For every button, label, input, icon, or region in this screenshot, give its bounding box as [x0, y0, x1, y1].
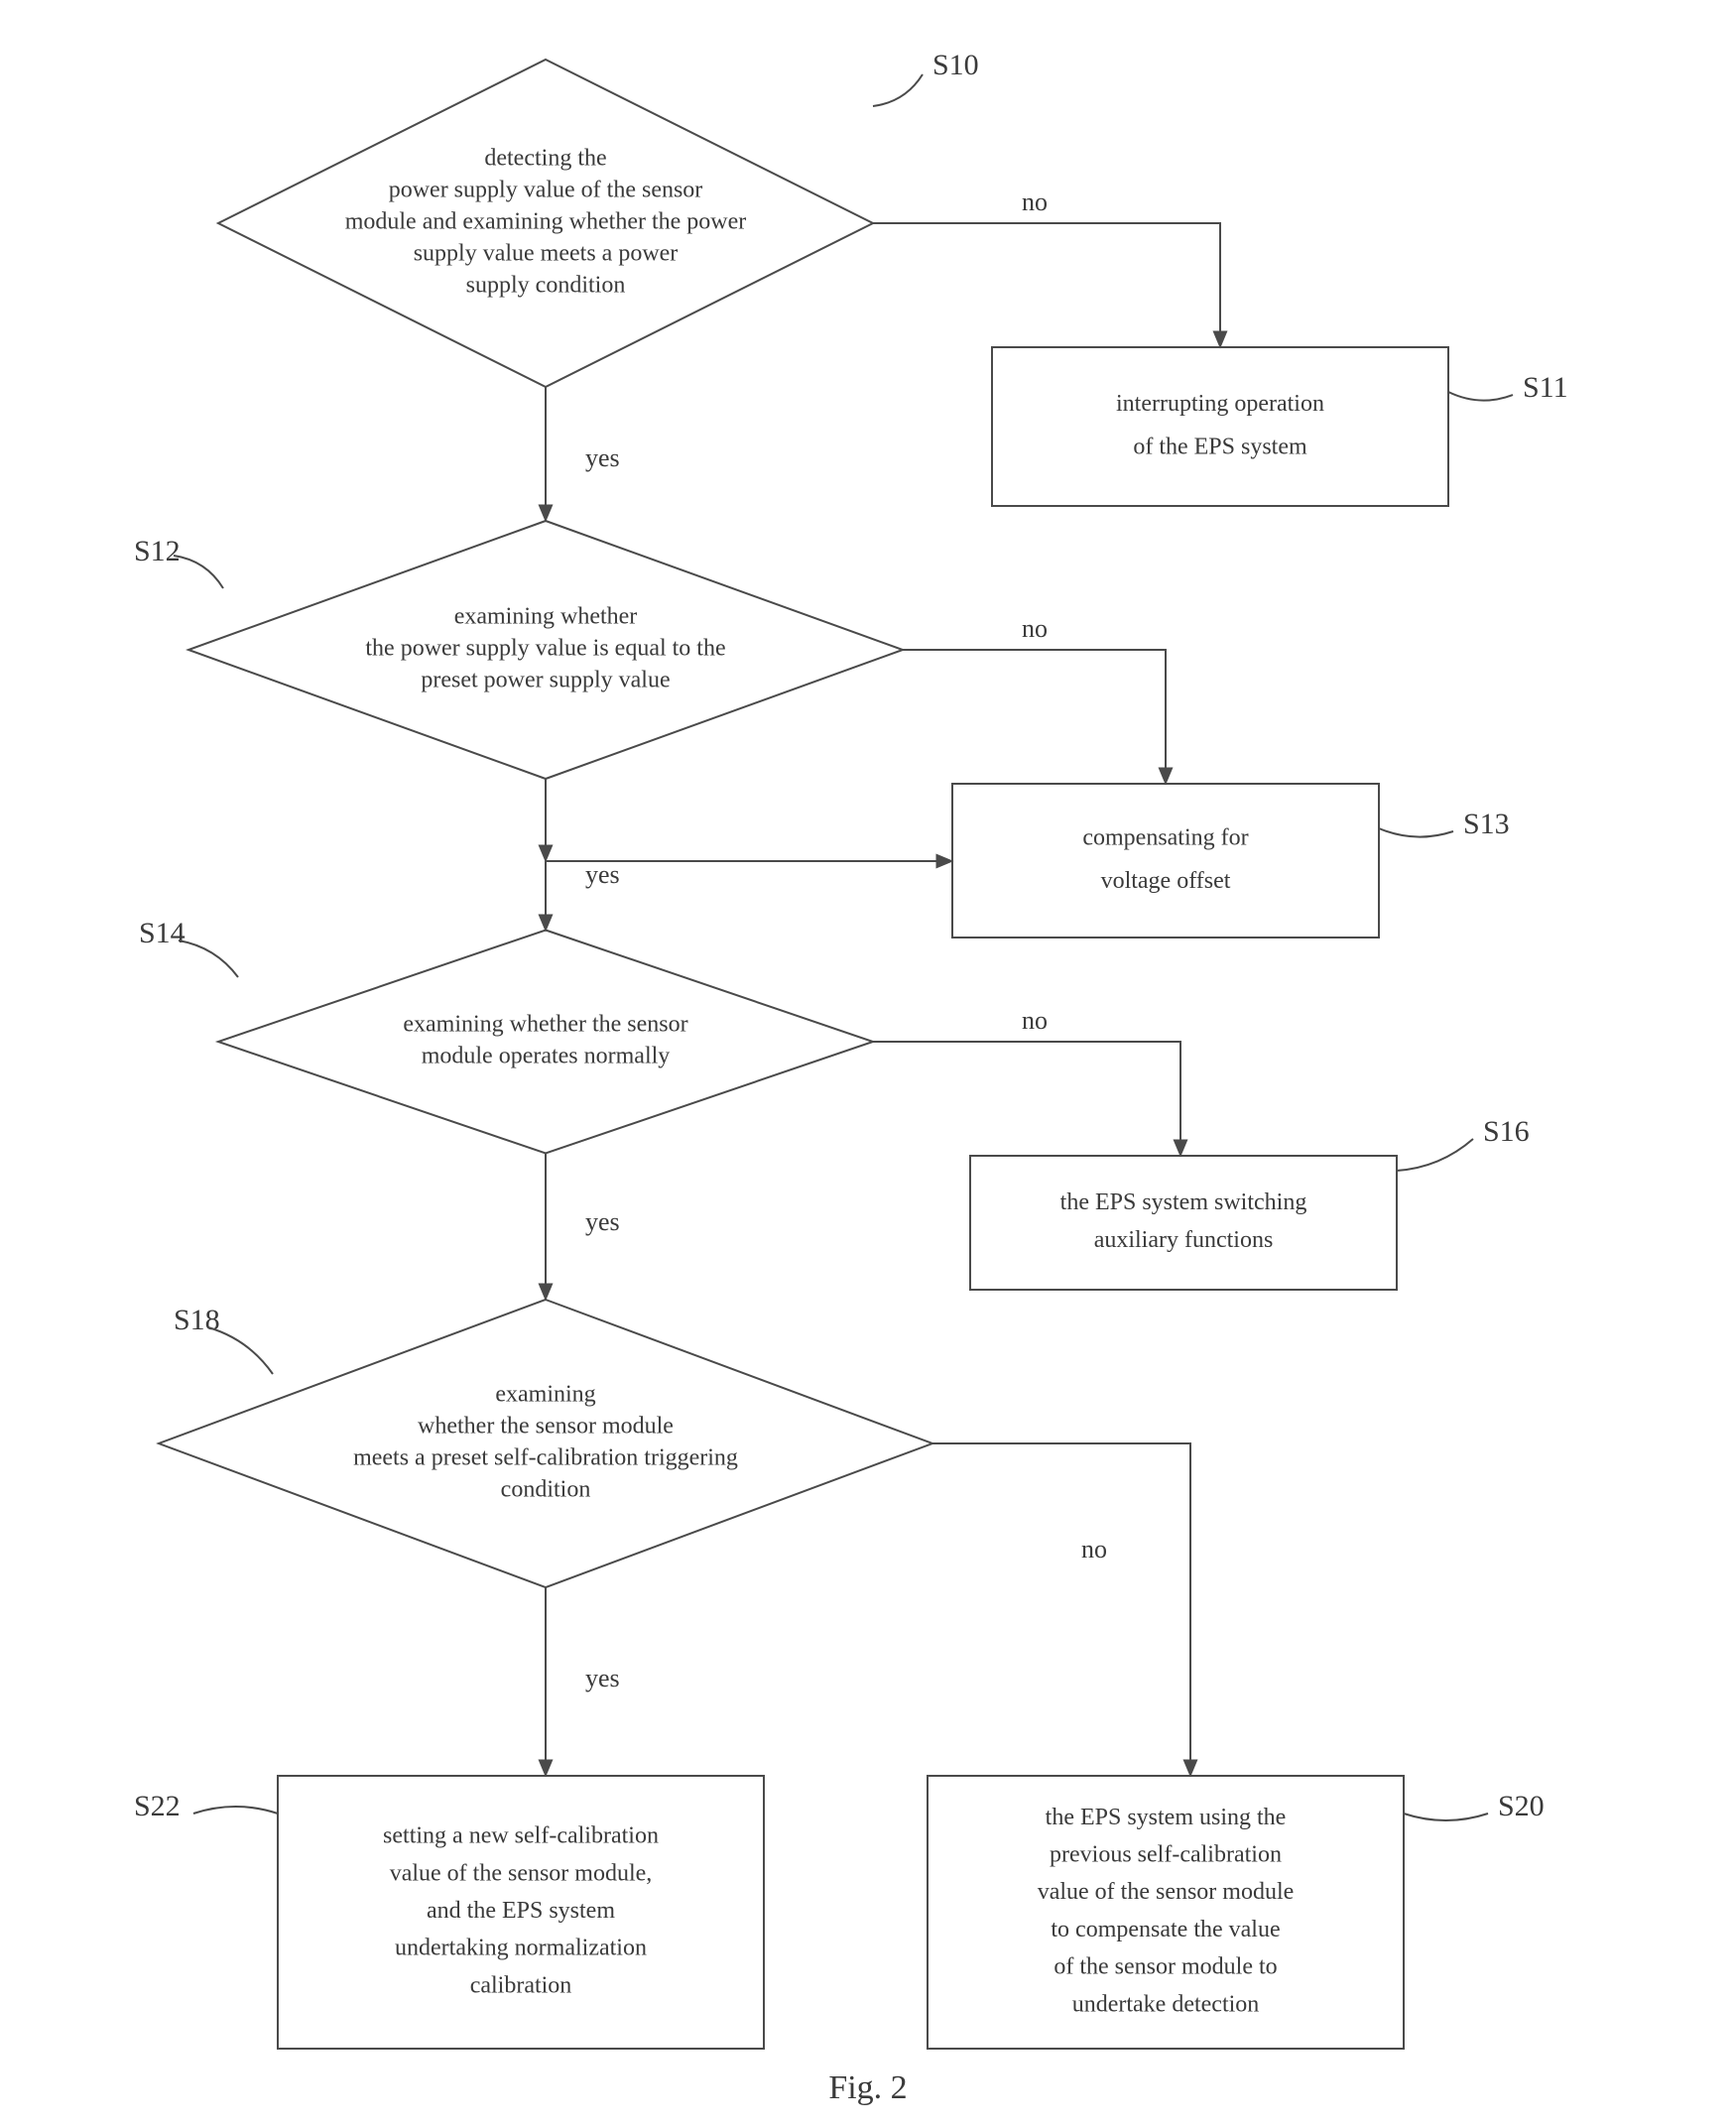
- node-S22: setting a new self-calibration value of t…: [134, 1776, 764, 2049]
- step-label-S20: S20: [1498, 1790, 1545, 1822]
- edge-label: yes: [585, 860, 620, 889]
- svg-text:supply condition: supply condition: [466, 273, 626, 299]
- svg-text:examining whether the sensor: examining whether the sensor: [403, 1012, 687, 1038]
- edge-label: no: [1022, 1006, 1048, 1035]
- node-S16: the EPS system switching auxiliary functi…: [970, 1115, 1530, 1290]
- edge: [903, 650, 1166, 784]
- svg-text:setting a new self-calibration: setting a new self-calibration: [383, 1823, 659, 1849]
- node-S13: compensating for voltage offset S13: [952, 784, 1510, 938]
- edge-label: no: [1081, 1535, 1107, 1564]
- step-label-S11: S11: [1523, 371, 1568, 404]
- edge: [873, 223, 1220, 347]
- edge-label: yes: [585, 443, 620, 472]
- svg-text:the EPS system using the: the EPS system using the: [1046, 1805, 1287, 1830]
- step-label-S14: S14: [139, 917, 186, 949]
- flowchart-canvas: detecting the power supply value of the s…: [0, 0, 1736, 2127]
- svg-text:of the EPS system: of the EPS system: [1133, 434, 1307, 459]
- svg-text:module and examining whether t: module and examining whether the power: [345, 209, 747, 235]
- leader-S10: [873, 74, 923, 106]
- svg-text:compensating for: compensating for: [1082, 824, 1248, 850]
- process-shape: [992, 347, 1448, 506]
- edge: [932, 1443, 1190, 1776]
- svg-text:the power supply value is equa: the power supply value is equal to the: [365, 636, 725, 662]
- svg-text:calibration: calibration: [470, 1972, 572, 1998]
- svg-text:detecting the: detecting the: [484, 146, 606, 172]
- edge-label: no: [1022, 188, 1048, 216]
- leader-S20: [1404, 1814, 1488, 1820]
- leader-S16: [1397, 1139, 1473, 1171]
- svg-text:interrupting operation: interrupting operation: [1116, 391, 1324, 417]
- svg-text:and the EPS system: and the EPS system: [427, 1898, 615, 1924]
- svg-text:previous self-calibration: previous self-calibration: [1050, 1841, 1282, 1867]
- step-label-S13: S13: [1463, 808, 1510, 840]
- node-S11: interrupting operation of the EPS system S…: [992, 347, 1568, 506]
- svg-text:of the sensor module to: of the sensor module to: [1054, 1954, 1277, 1980]
- node-S20: the EPS system using the previous self-ca…: [928, 1776, 1545, 2049]
- decision-shape: [218, 931, 873, 1154]
- edge-label: yes: [585, 1207, 620, 1236]
- process-shape: [970, 1156, 1397, 1290]
- edge-label: no: [1022, 614, 1048, 643]
- svg-text:module operates normally: module operates normally: [422, 1044, 671, 1069]
- svg-text:undertaking normalization: undertaking normalization: [395, 1936, 647, 1961]
- svg-text:supply value meets a power: supply value meets a power: [414, 241, 679, 267]
- svg-text:value of the sensor module: value of the sensor module: [1038, 1879, 1295, 1905]
- svg-text:examining whether: examining whether: [454, 604, 638, 630]
- leader-S11: [1448, 392, 1513, 401]
- step-label-S22: S22: [134, 1790, 181, 1822]
- node-S12: examining whether the power supply value …: [134, 521, 903, 779]
- svg-text:the EPS system switching: the EPS system switching: [1060, 1189, 1307, 1215]
- svg-text:power supply value of the sens: power supply value of the sensor: [389, 178, 703, 203]
- leader-S13: [1379, 828, 1453, 837]
- leader-S22: [193, 1807, 278, 1814]
- svg-text:meets a preset self-calibratio: meets a preset self-calibration triggeri…: [353, 1445, 738, 1471]
- svg-text:preset power supply value: preset power supply value: [421, 668, 670, 693]
- figure-caption: Fig. 2: [828, 2069, 907, 2106]
- node-S10: detecting the power supply value of the s…: [218, 49, 979, 387]
- svg-text:auxiliary functions: auxiliary functions: [1094, 1227, 1274, 1253]
- step-label-S10: S10: [932, 49, 979, 81]
- svg-text:condition: condition: [501, 1477, 591, 1503]
- node-S18: examining whether the sensor module meets …: [159, 1300, 932, 1587]
- svg-text:value of the sensor module,: value of the sensor module,: [390, 1860, 653, 1886]
- edge-label: yes: [585, 1664, 620, 1692]
- svg-text:whether the sensor module: whether the sensor module: [418, 1414, 674, 1439]
- decision-shape: [159, 1300, 932, 1587]
- step-label-S12: S12: [134, 535, 181, 567]
- leader-S14: [179, 940, 238, 977]
- svg-text:undertake detection: undertake detection: [1072, 1991, 1260, 2017]
- step-label-S18: S18: [174, 1304, 220, 1336]
- svg-text:to compensate the value: to compensate the value: [1051, 1917, 1280, 1942]
- step-label-S16: S16: [1483, 1115, 1530, 1148]
- svg-text:examining: examining: [495, 1382, 595, 1408]
- node-S14: examining whether the sensor module opera…: [139, 917, 873, 1154]
- edge: [873, 1042, 1180, 1156]
- svg-text:voltage offset: voltage offset: [1101, 868, 1231, 894]
- process-shape: [952, 784, 1379, 938]
- leader-S12: [174, 556, 223, 588]
